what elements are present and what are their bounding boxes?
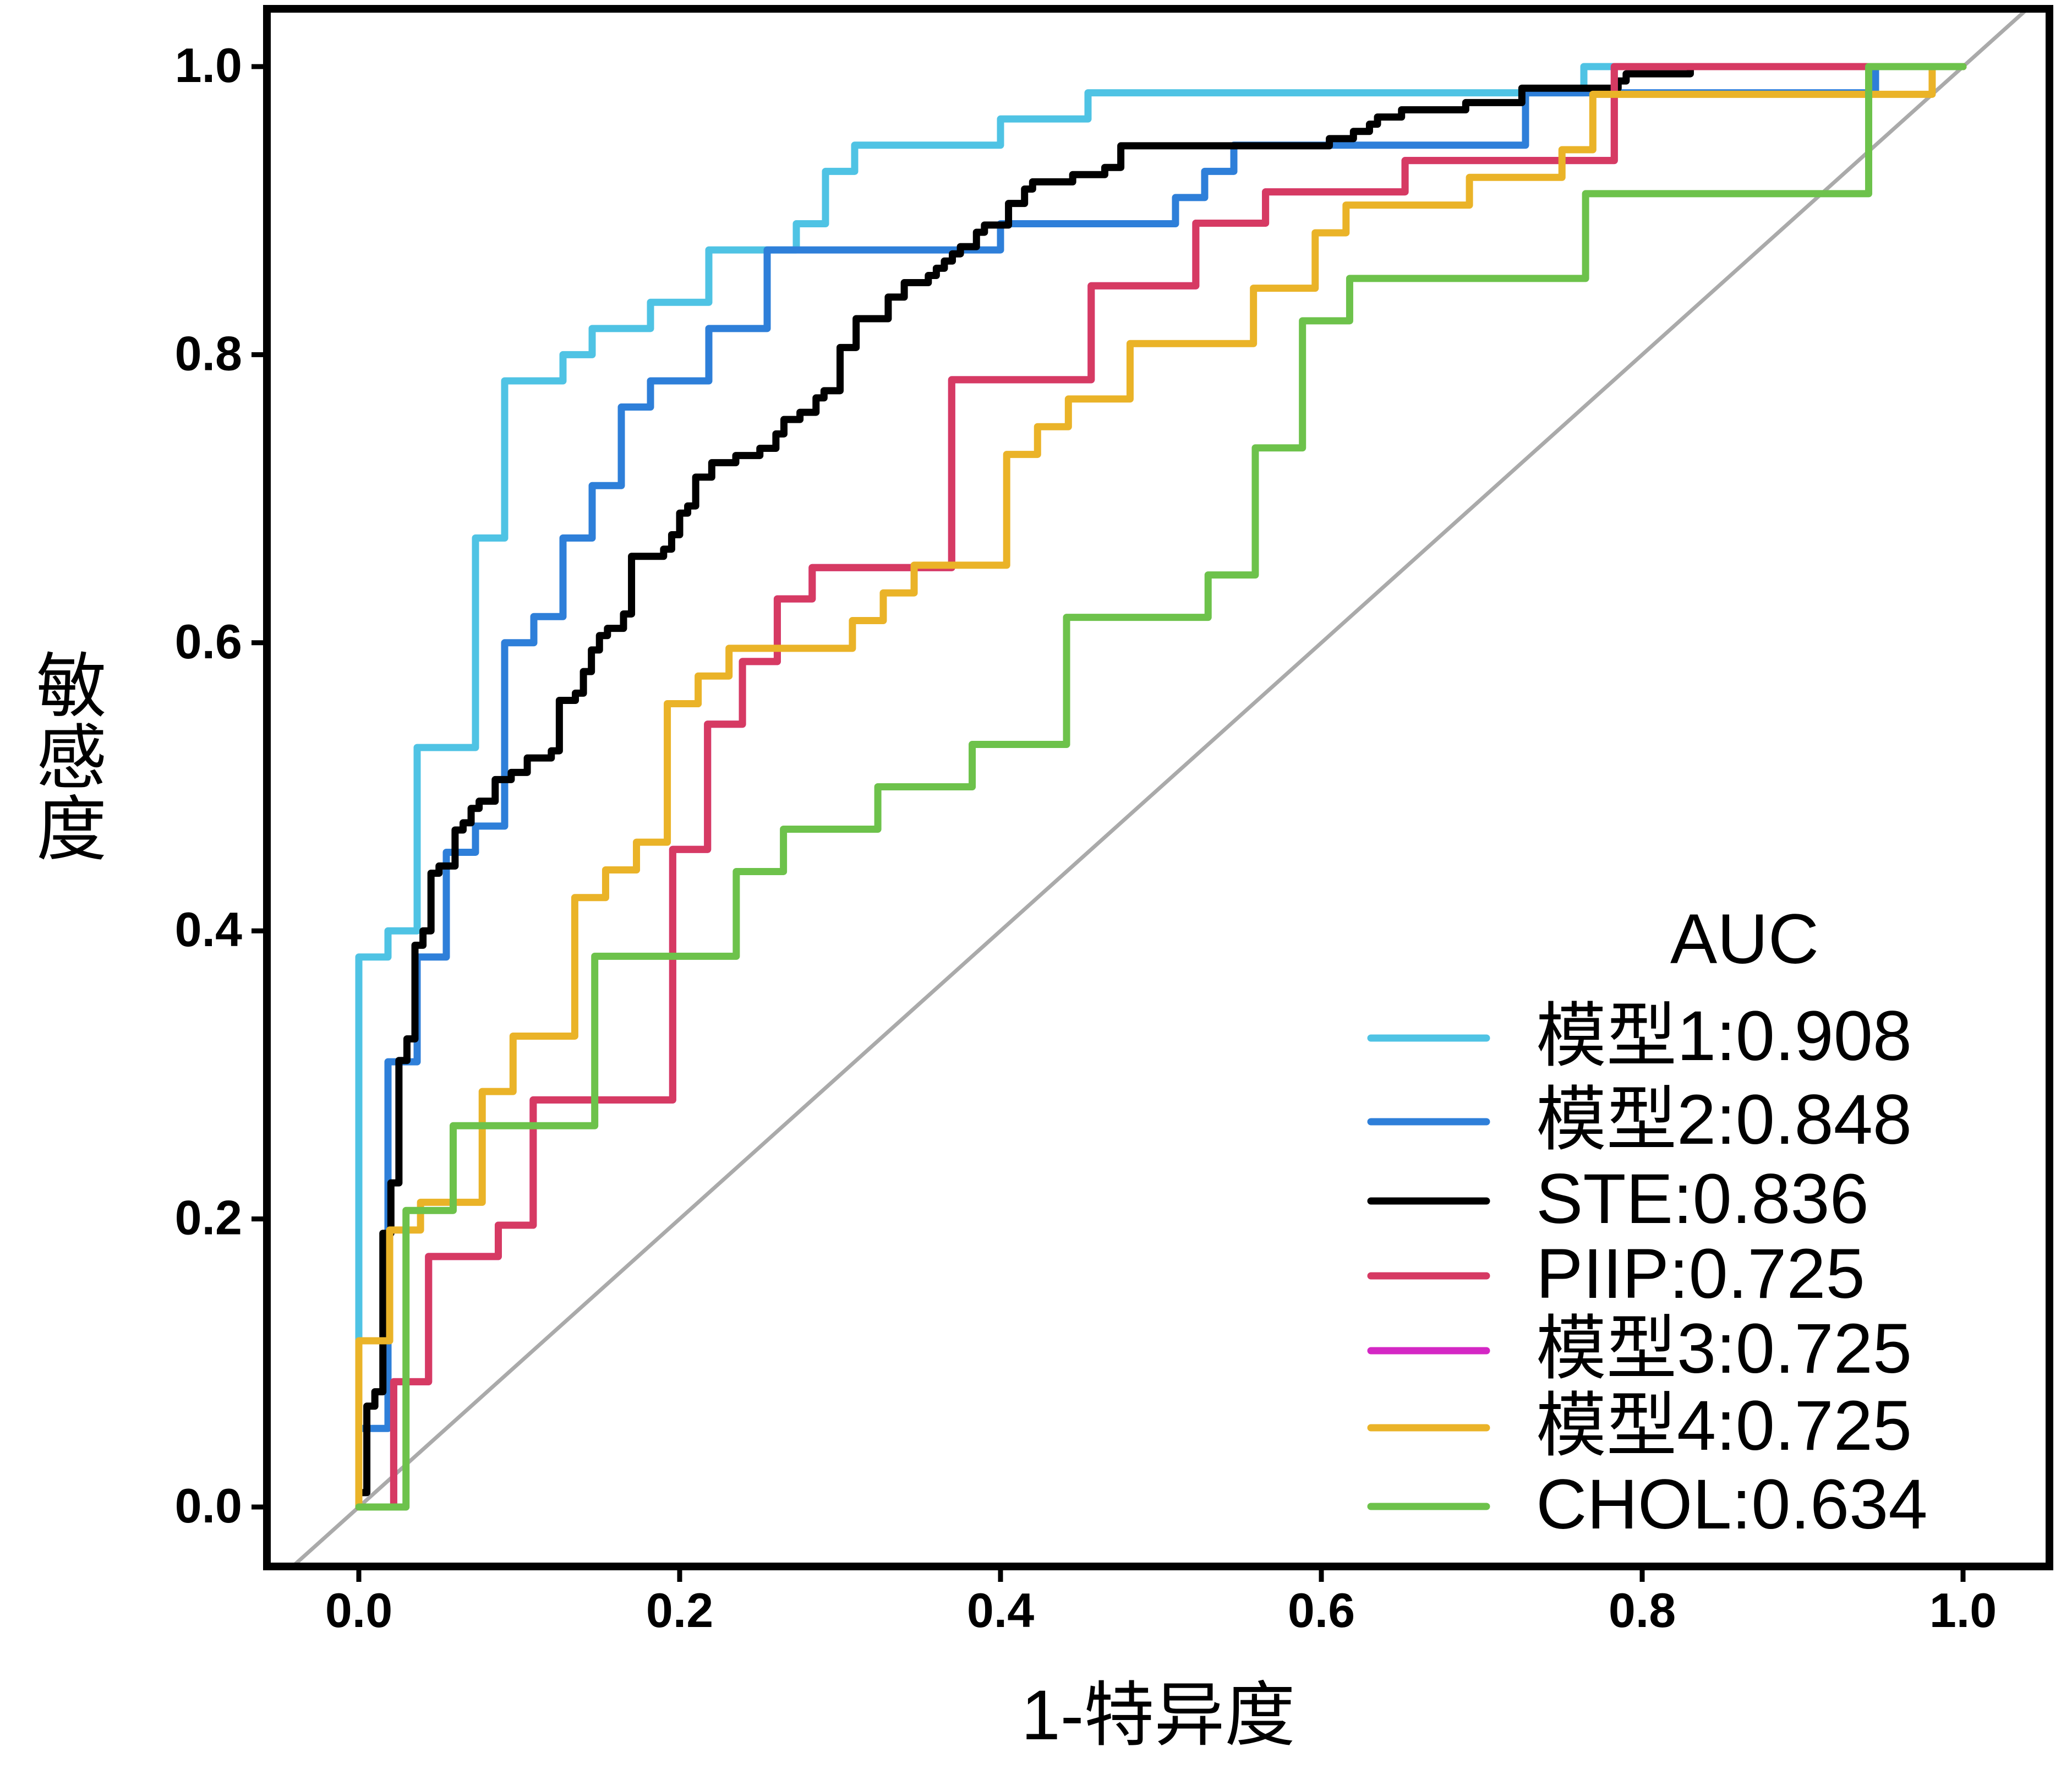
svg-text:PIIP:0.725: PIIP:0.725 bbox=[1536, 1235, 1865, 1313]
svg-text:STE:0.836: STE:0.836 bbox=[1536, 1160, 1869, 1238]
svg-text:模型4:0.725: 模型4:0.725 bbox=[1536, 1386, 1912, 1465]
svg-text:0.8: 0.8 bbox=[175, 326, 242, 380]
svg-text:敏: 敏 bbox=[36, 647, 107, 726]
svg-text:0.0: 0.0 bbox=[175, 1478, 242, 1533]
svg-text:0.8: 0.8 bbox=[1609, 1583, 1676, 1637]
svg-text:模型1:0.908: 模型1:0.908 bbox=[1536, 997, 1912, 1075]
svg-text:0.6: 0.6 bbox=[175, 614, 242, 669]
svg-text:模型3:0.725: 模型3:0.725 bbox=[1536, 1309, 1912, 1388]
svg-text:1.0: 1.0 bbox=[1929, 1583, 1997, 1637]
svg-text:1-特异度: 1-特异度 bbox=[1021, 1676, 1295, 1755]
svg-text:0.0: 0.0 bbox=[325, 1583, 392, 1637]
svg-text:0.4: 0.4 bbox=[175, 902, 242, 957]
svg-text:感: 感 bbox=[36, 719, 107, 798]
svg-text:0.2: 0.2 bbox=[175, 1191, 242, 1245]
svg-text:CHOL:0.634: CHOL:0.634 bbox=[1536, 1465, 1928, 1544]
svg-text:模型2:0.848: 模型2:0.848 bbox=[1536, 1080, 1912, 1159]
svg-text:度: 度 bbox=[36, 790, 107, 869]
svg-text:1.0: 1.0 bbox=[175, 38, 242, 92]
svg-text:AUC: AUC bbox=[1670, 900, 1819, 979]
svg-text:0.2: 0.2 bbox=[646, 1583, 713, 1637]
svg-text:0.4: 0.4 bbox=[967, 1583, 1034, 1637]
svg-text:0.6: 0.6 bbox=[1288, 1583, 1355, 1637]
